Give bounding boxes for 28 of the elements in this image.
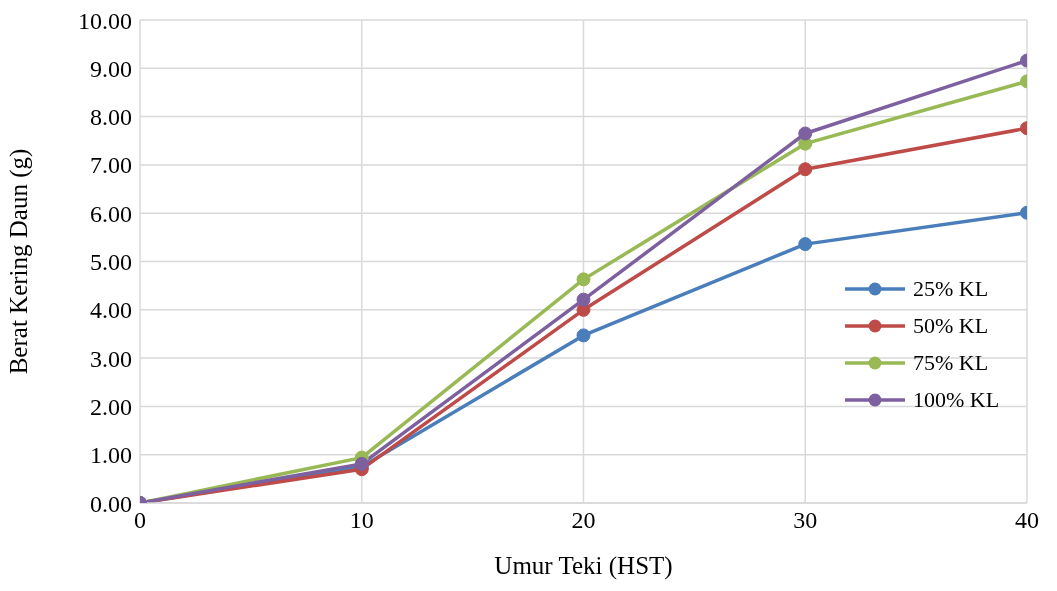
point — [798, 162, 813, 177]
y-tick-label: 5.00 — [90, 249, 132, 276]
point — [576, 292, 591, 307]
legend-label: 75% KL — [913, 349, 989, 377]
x-tick-label: 40 — [1015, 507, 1039, 534]
y-tick-label: 0.00 — [90, 490, 132, 517]
y-tick-label: 10.00 — [78, 7, 132, 34]
legend-label: 25% KL — [913, 275, 989, 303]
y-tick-label: 4.00 — [90, 297, 132, 324]
y-tick-label: 3.00 — [90, 345, 132, 372]
y-tick-label: 6.00 — [90, 200, 132, 227]
y-tick-label: 1.00 — [90, 442, 132, 469]
y-tick-label: 9.00 — [90, 55, 132, 82]
y-tick-label: 8.00 — [90, 104, 132, 131]
x-axis-title: Umur Teki (HST) — [494, 552, 673, 580]
point — [798, 237, 813, 252]
point — [798, 126, 813, 141]
x-tick-label: 30 — [793, 507, 818, 534]
y-tick-label: 2.00 — [90, 393, 132, 420]
legend-label: 100% KL — [913, 386, 1000, 414]
point — [576, 272, 591, 287]
y-axis-title: Berat Kering Daun (g) — [4, 148, 33, 375]
x-tick-label: 10 — [349, 507, 374, 534]
y-tick-label: 7.00 — [90, 152, 132, 179]
x-tick-label: 20 — [571, 507, 596, 534]
x-tick-label: 0 — [134, 507, 146, 534]
legend-label: 50% KL — [913, 312, 989, 340]
point — [576, 328, 591, 343]
